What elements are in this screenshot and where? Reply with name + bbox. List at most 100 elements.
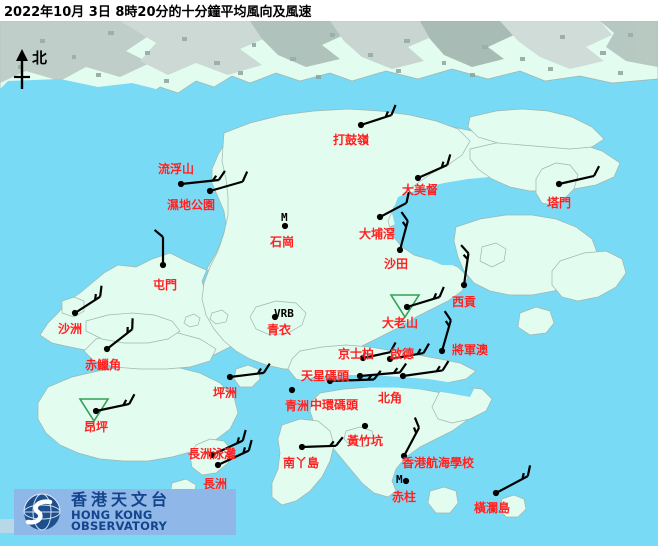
wind-barb-full-feather xyxy=(389,341,397,353)
station-label: 啟德 xyxy=(390,347,415,361)
station-dot[interactable] xyxy=(356,372,364,380)
wind-barb-full-feather xyxy=(405,191,410,204)
station-dot[interactable] xyxy=(103,345,111,353)
island-ne-small-2 xyxy=(479,242,507,268)
wind-barb-full-feather xyxy=(128,393,136,405)
north-arrow xyxy=(14,49,30,89)
station-dot[interactable] xyxy=(159,261,167,269)
station-aux-marker: M xyxy=(281,211,288,224)
map-canvas: 北 打鼓嶺 流浮山 濕地公園 石崗 M 大美督 塔門 大埔滘 沙田 屯門 沙洲 赤鱲角 青衣 VRB 坪洲昂… xyxy=(0,21,658,546)
wind-station xyxy=(326,370,382,385)
station-dot[interactable] xyxy=(403,303,411,311)
island-waglan xyxy=(499,494,527,518)
station-dot[interactable] xyxy=(326,377,334,385)
wind-barb-full-feather xyxy=(460,244,470,255)
wind-barb-half-feather xyxy=(462,254,469,260)
station-dot[interactable] xyxy=(361,422,369,430)
station-label: 濕地公園 xyxy=(167,198,216,212)
station-dot[interactable] xyxy=(414,174,422,182)
station-dot[interactable] xyxy=(400,452,408,460)
wind-barb-shaft xyxy=(402,369,443,378)
station-label: 長洲泳灘 xyxy=(188,447,237,461)
landmass-hk-island-east xyxy=(431,386,493,424)
station-dot[interactable] xyxy=(206,187,214,195)
station-label: 大埔滘 xyxy=(359,227,396,241)
station-label: 赤鱲角 xyxy=(85,358,122,372)
station-dot[interactable] xyxy=(402,477,410,485)
station-label: 石崗 xyxy=(270,235,295,249)
station-label: 天星碼頭 xyxy=(301,369,350,383)
wind-station xyxy=(78,393,136,423)
wind-station xyxy=(492,465,532,497)
wind-barb-half-feather xyxy=(256,367,262,375)
wind-barb-shaft xyxy=(329,378,375,383)
wind-barb-half-feather xyxy=(440,161,445,168)
station-dot[interactable] xyxy=(357,121,365,129)
wind-barb-shaft xyxy=(362,351,391,360)
station-dot[interactable] xyxy=(214,461,222,469)
wind-station xyxy=(359,341,397,362)
wind-station xyxy=(386,343,430,363)
station-dot[interactable] xyxy=(177,180,185,188)
wind-station xyxy=(288,386,296,394)
wind-barb-full-feather xyxy=(441,360,450,372)
station-label: 屯門 xyxy=(153,278,178,292)
wind-barb-full-feather xyxy=(438,286,445,298)
landmass-plover-cove xyxy=(467,108,605,150)
wind-barb-full-feather xyxy=(446,154,452,166)
wind-barb-shaft xyxy=(558,174,595,186)
wind-station xyxy=(402,477,410,485)
station-dot[interactable] xyxy=(92,407,100,415)
station-dot[interactable] xyxy=(281,222,289,230)
station-dot[interactable] xyxy=(226,373,234,381)
station-label: 中環碼頭 xyxy=(310,398,359,412)
wind-barb-full-feather xyxy=(217,170,226,181)
station-label: 北角 xyxy=(378,391,403,405)
station-dot[interactable] xyxy=(208,451,216,459)
station-dot[interactable] xyxy=(396,246,404,254)
station-label: 流浮山 xyxy=(158,162,195,176)
wind-barb-full-feather xyxy=(593,165,601,177)
wind-station xyxy=(438,310,452,355)
station-label: 青洲 xyxy=(285,399,310,413)
wind-station xyxy=(206,171,249,195)
hko-logo-icon xyxy=(23,493,61,531)
station-dot[interactable] xyxy=(71,309,79,317)
island-ne-small-1 xyxy=(517,306,555,336)
wind-barb-half-feather xyxy=(367,374,373,381)
wind-station xyxy=(208,429,247,459)
island-ap-lei-chau xyxy=(343,426,375,448)
station-dot[interactable] xyxy=(376,213,384,221)
wind-station xyxy=(414,154,452,182)
station-dot[interactable] xyxy=(460,281,468,289)
station-dot[interactable] xyxy=(288,386,296,394)
station-dot[interactable] xyxy=(438,347,446,355)
island-tsing-yi xyxy=(249,300,307,336)
wind-barb-half-feather xyxy=(236,437,240,444)
station-dot[interactable] xyxy=(492,489,500,497)
wind-barb-half-feather xyxy=(211,175,218,182)
deep-bay xyxy=(0,79,232,179)
wind-barb-half-feather xyxy=(521,472,525,480)
wind-barb-full-feather xyxy=(400,211,409,222)
station-dot[interactable] xyxy=(359,354,367,362)
station-aux-marker: VRB xyxy=(274,307,294,320)
wind-station xyxy=(271,313,279,321)
stations-layer xyxy=(71,104,601,497)
station-dot[interactable] xyxy=(386,355,394,363)
station-label: 香港航海學校 xyxy=(402,456,475,470)
wind-station xyxy=(400,417,421,460)
station-label: 大美督 xyxy=(402,183,439,197)
logo-name-en: HONG KONG OBSERVATORY xyxy=(71,507,168,533)
station-label: 沙洲 xyxy=(58,322,83,336)
station-dot[interactable] xyxy=(399,372,407,380)
island-po-toi xyxy=(427,486,459,514)
wind-station xyxy=(298,436,344,451)
station-dot[interactable] xyxy=(555,180,563,188)
wind-barb-half-feather xyxy=(416,348,422,355)
station-dot[interactable] xyxy=(271,313,279,321)
wind-station xyxy=(357,104,397,129)
station-dot[interactable] xyxy=(298,443,306,451)
wind-barb-full-feather xyxy=(390,104,397,116)
